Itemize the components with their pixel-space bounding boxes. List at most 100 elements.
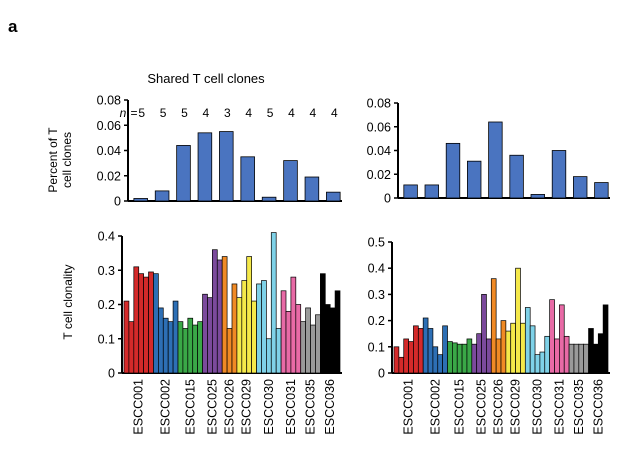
bar	[452, 342, 458, 374]
bar	[176, 145, 191, 202]
x-tick-label: ESCC015	[453, 379, 467, 435]
bar	[544, 335, 550, 374]
n-value-label: 5	[138, 106, 145, 120]
bar	[326, 191, 341, 202]
bar	[216, 259, 223, 374]
bar	[393, 346, 400, 374]
bar	[197, 132, 213, 202]
bar	[447, 341, 453, 374]
bar	[495, 338, 502, 374]
n-value-label: 4	[245, 106, 252, 120]
bar	[236, 297, 243, 374]
n-prefix-label: n	[120, 106, 127, 120]
x-tick-label: ESCC036	[591, 379, 605, 435]
bar	[530, 194, 545, 199]
bar	[515, 267, 521, 374]
bar	[172, 300, 179, 374]
y-tick-label: 0.02	[97, 169, 121, 183]
y-tick-label: 0.5	[368, 236, 385, 250]
clonality-ylabel: T cell clonality	[61, 264, 75, 339]
bar	[461, 343, 468, 374]
bar	[182, 328, 189, 374]
bar	[212, 249, 218, 374]
x-tick-label: ESCC001	[402, 379, 416, 435]
bar	[251, 300, 257, 374]
y-tick-label: 0.2	[368, 314, 385, 328]
bar	[329, 307, 336, 374]
bar	[490, 278, 497, 374]
bar	[481, 294, 487, 374]
bar	[290, 276, 297, 374]
bar	[424, 184, 439, 199]
bar	[192, 324, 198, 374]
bar	[241, 280, 248, 374]
y-tick-label: 0.06	[97, 119, 121, 133]
bar	[300, 321, 306, 374]
x-tick-label: ESCC025	[475, 379, 489, 435]
bar	[167, 321, 174, 374]
y-tick-label: 0.2	[98, 298, 115, 312]
n-value-label: 5	[181, 106, 188, 120]
bar	[295, 304, 302, 374]
bar	[539, 351, 546, 374]
x-tick-label: ESCC030	[530, 379, 544, 435]
bar	[488, 121, 503, 199]
y-tick-label: 0.02	[367, 168, 391, 182]
bar	[456, 343, 463, 374]
x-tick-label: ESCC025	[205, 379, 219, 435]
x-tick-label: ESCC029	[240, 379, 254, 435]
n-value-label: 5	[160, 106, 167, 120]
bar	[413, 325, 419, 374]
bar	[403, 338, 409, 374]
bar	[422, 317, 429, 374]
x-tick-label: ESCC031	[552, 379, 566, 435]
bar	[207, 297, 213, 374]
bar	[510, 322, 516, 374]
x-tick-label: ESCC002	[159, 379, 173, 435]
bar	[133, 198, 148, 202]
bar	[467, 160, 482, 199]
y-tick-label: 0.3	[98, 264, 115, 278]
bar	[486, 338, 492, 374]
bar	[231, 283, 238, 374]
bar	[280, 290, 287, 374]
bar	[187, 317, 194, 374]
bar	[583, 343, 589, 374]
bar	[285, 311, 292, 374]
bar	[520, 322, 526, 374]
n-value-label: 4	[203, 106, 210, 120]
bar	[266, 338, 272, 374]
bar	[403, 184, 418, 199]
bar	[256, 283, 262, 374]
x-tick-label: ESCC026	[223, 379, 237, 435]
bar	[177, 321, 184, 374]
y-tick-label: 0.1	[368, 340, 385, 354]
bar	[602, 304, 609, 374]
bar	[261, 196, 277, 202]
y-tick-label: 0.06	[367, 120, 391, 134]
bar	[221, 256, 228, 374]
x-tick-label: ESCC036	[323, 379, 337, 435]
bar	[133, 266, 140, 374]
bar	[305, 307, 311, 374]
bar	[304, 176, 320, 202]
bar	[559, 304, 565, 374]
x-tick-label: ESCC035	[572, 379, 586, 435]
x-tick-label: ESCC029	[509, 379, 523, 435]
bar	[573, 176, 588, 199]
bar	[408, 341, 414, 374]
bar	[398, 356, 405, 374]
shared-clones-title: Shared T cell clones	[147, 71, 265, 86]
bar	[154, 190, 170, 202]
bar	[437, 354, 443, 374]
bar	[275, 328, 282, 374]
bar	[534, 354, 541, 374]
bar	[320, 273, 326, 374]
n-value-label: 4	[288, 106, 295, 120]
bar	[554, 338, 560, 374]
bar	[427, 328, 434, 374]
bar	[432, 346, 439, 374]
y-tick-label: 0.04	[97, 144, 121, 158]
x-tick-label: ESCC015	[183, 379, 197, 435]
percent-ylabel-line2: cell clones	[60, 132, 74, 188]
